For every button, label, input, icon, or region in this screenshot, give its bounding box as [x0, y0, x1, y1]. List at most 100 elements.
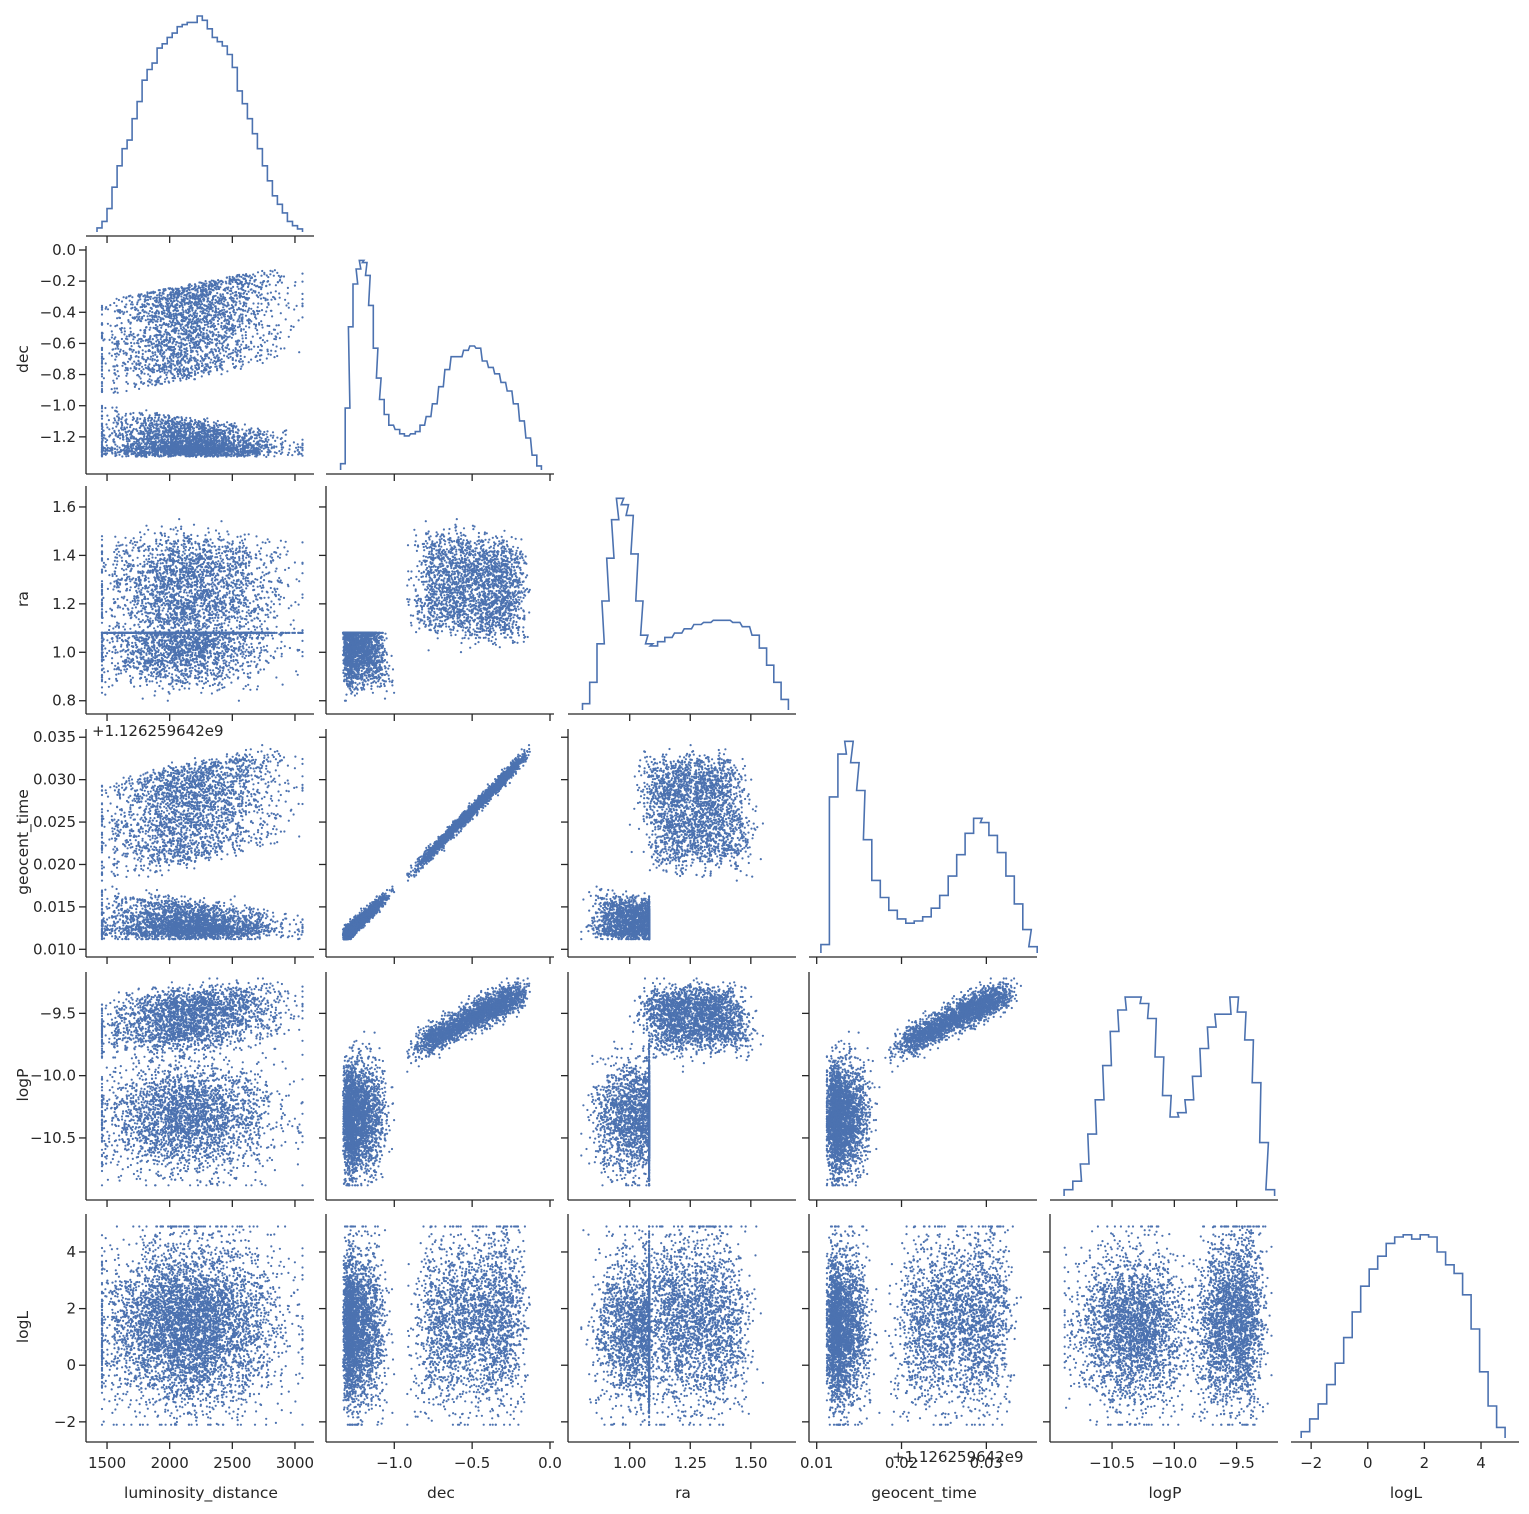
- scatter-point: [116, 406, 118, 408]
- scatter-point: [112, 380, 114, 382]
- scatter-point: [111, 341, 113, 343]
- scatter-point: [118, 299, 120, 301]
- scatter-point: [186, 353, 188, 355]
- scatter-point: [248, 291, 250, 293]
- scatter-point: [149, 329, 151, 331]
- scatter-point: [114, 369, 116, 371]
- scatter-point: [101, 381, 103, 383]
- scatter-point: [266, 357, 268, 359]
- scatter-point: [153, 327, 155, 329]
- scatter-point: [166, 372, 168, 374]
- scatter-point: [248, 348, 250, 350]
- scatter-point: [148, 313, 150, 315]
- scatter-point: [298, 319, 300, 321]
- scatter-point: [245, 325, 247, 327]
- scatter-point: [260, 282, 262, 284]
- scatter-point: [276, 452, 278, 454]
- scatter-point: [215, 349, 217, 351]
- scatter-point: [288, 307, 290, 309]
- scatter-point: [129, 426, 131, 428]
- scatter-point: [147, 341, 149, 343]
- scatter-point: [249, 280, 251, 282]
- scatter-point: [234, 333, 236, 335]
- scatter-point: [147, 420, 149, 422]
- scatter-point: [275, 324, 277, 326]
- scatter-point: [137, 309, 139, 311]
- scatter-point: [294, 281, 296, 283]
- scatter-point: [154, 354, 156, 356]
- scatter-point: [193, 326, 195, 328]
- scatter-point: [167, 362, 169, 364]
- scatter-point: [288, 336, 290, 338]
- scatter-point: [207, 339, 209, 341]
- scatter-point: [201, 375, 203, 377]
- scatter-point: [159, 383, 161, 385]
- scatter-point: [262, 326, 264, 328]
- scatter-point: [232, 292, 234, 294]
- scatter-point: [193, 378, 195, 380]
- scatter-point: [199, 425, 201, 427]
- scatter-point: [143, 315, 145, 317]
- scatter-point: [194, 365, 196, 367]
- y-tick-label: −1.2: [40, 428, 76, 446]
- scatter-point: [300, 453, 302, 455]
- scatter-point: [225, 287, 227, 289]
- scatter-point: [275, 350, 277, 352]
- scatter-point: [183, 297, 185, 299]
- scatter-point: [123, 311, 125, 313]
- scatter-point: [260, 288, 262, 290]
- scatter-point: [240, 368, 242, 370]
- scatter-point: [284, 299, 286, 301]
- scatter-point: [158, 428, 160, 430]
- scatter-point: [281, 282, 283, 284]
- scatter-point: [220, 295, 222, 297]
- scatter-point: [199, 315, 201, 317]
- y-tick-label: −1.0: [40, 397, 76, 415]
- y-tick-label: 0.0: [52, 241, 76, 259]
- scatter-point: [119, 437, 121, 439]
- scatter-point: [115, 348, 117, 350]
- scatter-point: [111, 355, 113, 357]
- scatter-point: [121, 338, 123, 340]
- scatter-point: [245, 334, 247, 336]
- scatter-point: [150, 356, 152, 358]
- scatter-point: [280, 312, 282, 314]
- scatter-point: [283, 347, 285, 349]
- scatter-point: [116, 445, 118, 447]
- scatter-point: [141, 366, 143, 368]
- scatter-point: [273, 275, 275, 277]
- scatter-point: [121, 311, 123, 313]
- scatter-point: [179, 378, 181, 380]
- scatter-point: [140, 377, 142, 379]
- scatter-point: [151, 383, 153, 385]
- scatter-point: [290, 325, 292, 327]
- scatter-point: [138, 368, 140, 370]
- scatter-point: [221, 316, 223, 318]
- scatter-point: [232, 363, 234, 365]
- scatter-points: [101, 269, 304, 458]
- scatter-point: [201, 362, 203, 364]
- scatter-point: [252, 336, 254, 338]
- scatter-point: [277, 303, 279, 305]
- scatter-point: [244, 423, 246, 425]
- scatter-point: [149, 449, 151, 451]
- scatter-point: [265, 310, 267, 312]
- scatter-point: [245, 430, 247, 432]
- scatter-point: [133, 361, 135, 363]
- scatter-point: [241, 361, 243, 363]
- scatter-point: [285, 434, 287, 436]
- scatter-point: [129, 300, 131, 302]
- scatter-point: [223, 361, 225, 363]
- scatter-point: [208, 311, 210, 313]
- scatter-point: [239, 346, 241, 348]
- scatter-point: [178, 342, 180, 344]
- scatter-point: [212, 354, 214, 356]
- scatter-point: [126, 426, 128, 428]
- scatter-point: [147, 299, 149, 301]
- scatter-point: [182, 377, 184, 379]
- scatter-point: [276, 345, 278, 347]
- scatter-point: [135, 438, 137, 440]
- scatter-point: [151, 311, 153, 313]
- scatter-point: [226, 421, 228, 423]
- scatter-point: [166, 313, 168, 315]
